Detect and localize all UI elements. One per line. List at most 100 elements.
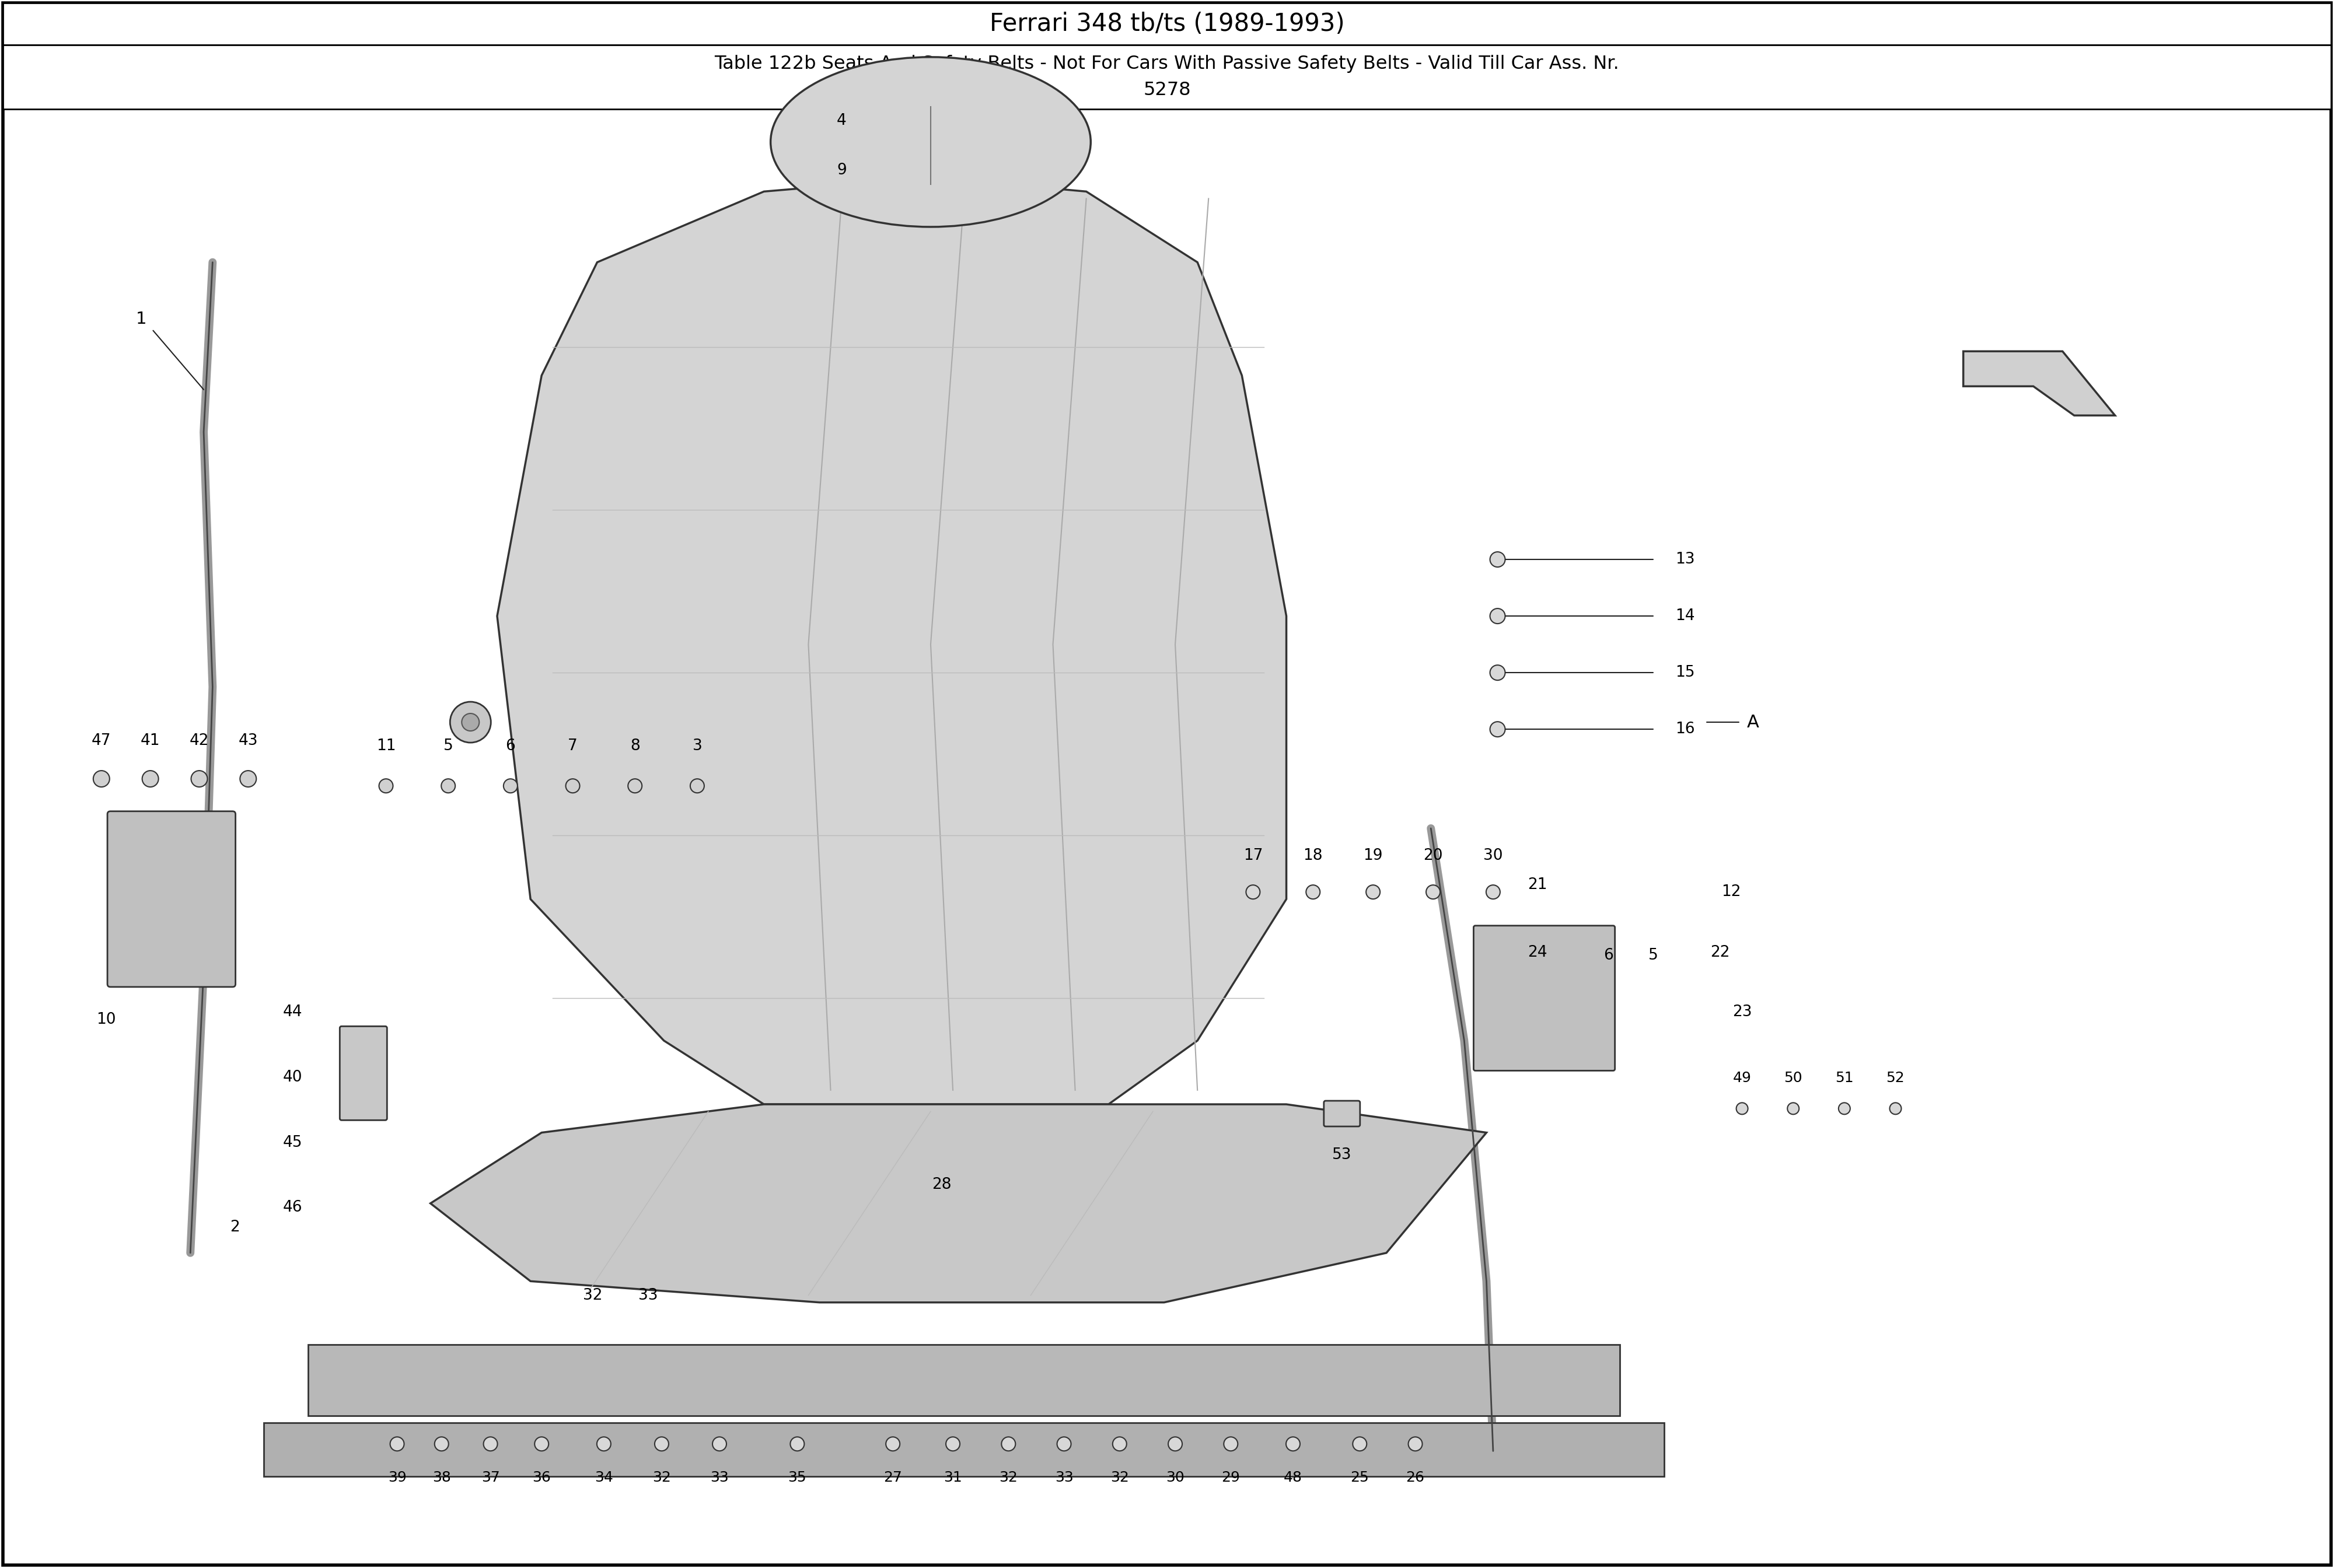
Circle shape [450,702,490,743]
Text: 5: 5 [1648,949,1657,963]
Circle shape [1839,1102,1851,1115]
Circle shape [887,1436,901,1450]
Circle shape [504,779,518,793]
Text: 35: 35 [789,1471,808,1485]
Text: 45: 45 [282,1135,303,1149]
Circle shape [1057,1436,1071,1450]
Bar [2,45,2332,110]
Text: 36: 36 [532,1471,551,1485]
Polygon shape [1963,351,2115,416]
Text: 11: 11 [376,739,397,754]
Circle shape [1001,1436,1015,1450]
Text: 53: 53 [1333,1148,1351,1162]
Circle shape [1489,721,1505,737]
Circle shape [691,779,705,793]
Text: 5: 5 [443,739,453,754]
Text: 18: 18 [1302,848,1323,864]
Text: 3: 3 [693,739,703,754]
Text: Ferrari 348 tb/ts (1989-1993): Ferrari 348 tb/ts (1989-1993) [990,11,1344,36]
Text: 6: 6 [506,739,516,754]
Text: 30: 30 [1484,848,1503,864]
Circle shape [791,1436,805,1450]
Circle shape [654,1436,668,1450]
Circle shape [390,1436,404,1450]
Text: 2: 2 [231,1220,240,1236]
Text: 47: 47 [91,734,112,748]
Text: 14: 14 [1676,608,1694,624]
Text: 32: 32 [584,1287,602,1303]
Text: 7: 7 [567,739,576,754]
Circle shape [1891,1102,1902,1115]
Circle shape [628,779,642,793]
Polygon shape [497,177,1286,1104]
Text: 52: 52 [1886,1071,1905,1085]
Text: 33: 33 [640,1287,658,1303]
Circle shape [1489,665,1505,681]
Text: 24: 24 [1529,946,1547,961]
Text: 37: 37 [481,1471,499,1485]
Text: 20: 20 [1424,848,1442,864]
FancyBboxPatch shape [341,1027,387,1120]
Text: 32: 32 [654,1471,670,1485]
Text: 51: 51 [1835,1071,1853,1085]
Text: 15: 15 [1676,665,1694,681]
Text: 32: 32 [1111,1471,1130,1485]
FancyBboxPatch shape [1323,1101,1361,1126]
Text: 10: 10 [96,1011,117,1027]
Polygon shape [264,1422,1664,1477]
Circle shape [1223,1436,1237,1450]
Text: 4: 4 [838,113,847,129]
Circle shape [1354,1436,1368,1450]
Text: 39: 39 [387,1471,406,1485]
Text: 28: 28 [931,1178,952,1193]
Circle shape [1286,1436,1300,1450]
Circle shape [1489,608,1505,624]
Text: 17: 17 [1244,848,1263,864]
Text: 31: 31 [943,1471,962,1485]
Circle shape [1736,1102,1748,1115]
Circle shape [712,1436,726,1450]
Ellipse shape [770,56,1090,227]
Circle shape [1246,884,1260,898]
FancyBboxPatch shape [107,811,236,986]
Circle shape [191,770,208,787]
Text: 12: 12 [1720,884,1741,900]
Text: 22: 22 [1711,946,1729,961]
Circle shape [93,770,110,787]
FancyBboxPatch shape [1473,925,1615,1071]
Circle shape [142,770,159,787]
Text: 38: 38 [432,1471,450,1485]
Circle shape [378,779,392,793]
Circle shape [1113,1436,1127,1450]
Text: 6: 6 [1603,949,1613,963]
Text: 16: 16 [1676,721,1694,737]
Text: 34: 34 [595,1471,614,1485]
Text: 48: 48 [1284,1471,1302,1485]
Polygon shape [308,1345,1620,1416]
Text: 33: 33 [1055,1471,1074,1485]
Text: 1: 1 [135,310,147,328]
Circle shape [1169,1436,1183,1450]
Circle shape [441,779,455,793]
Text: 42: 42 [189,734,210,748]
Circle shape [1489,552,1505,568]
Text: 50: 50 [1783,1071,1802,1085]
Circle shape [1487,884,1501,898]
Circle shape [1426,884,1440,898]
Circle shape [945,1436,959,1450]
Text: A: A [1748,713,1760,731]
Text: 41: 41 [140,734,161,748]
Text: 33: 33 [710,1471,728,1485]
Circle shape [1407,1436,1421,1450]
Circle shape [1788,1102,1800,1115]
Text: 26: 26 [1405,1471,1424,1485]
Circle shape [483,1436,497,1450]
Circle shape [1365,884,1379,898]
Text: 19: 19 [1363,848,1382,864]
Text: Table 122b Seats And Safety Belts - Not For Cars With Passive Safety Belts - Val: Table 122b Seats And Safety Belts - Not … [714,55,1620,99]
Circle shape [240,770,257,787]
Circle shape [534,1436,548,1450]
Text: 44: 44 [282,1005,303,1019]
Circle shape [598,1436,612,1450]
Text: 43: 43 [238,734,259,748]
